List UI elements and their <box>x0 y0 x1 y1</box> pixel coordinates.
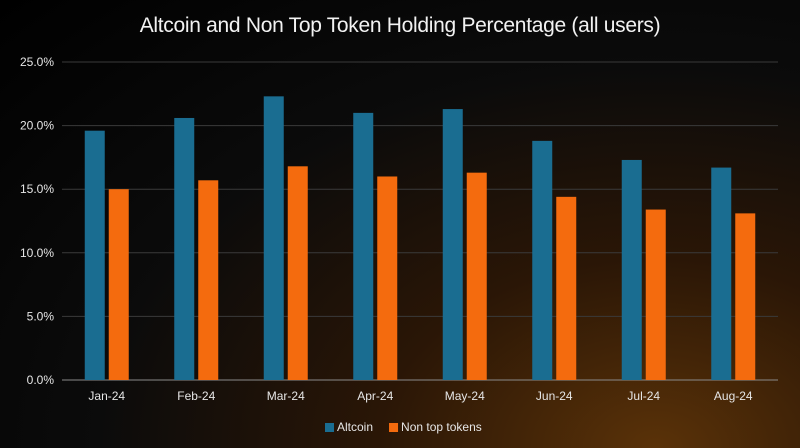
x-tick-label: Aug-24 <box>714 389 753 403</box>
x-tick-label: Mar-24 <box>267 389 305 403</box>
bar-non-top-tokens-jun-24 <box>556 196 577 380</box>
x-tick-label: Jun-24 <box>536 389 573 403</box>
bar-non-top-tokens-apr-24 <box>377 176 398 380</box>
chart-title: Altcoin and Non Top Token Holding Percen… <box>139 14 661 37</box>
bar-altcoin-jun-24 <box>532 140 553 380</box>
bar-non-top-tokens-mar-24 <box>287 166 308 380</box>
y-axis-ticks: 0.0% 5.0% 10.0% 15.0% 20.0% 25.0% <box>20 55 54 387</box>
y-tick-label: 5.0% <box>27 309 55 323</box>
bar-altcoin-apr-24 <box>353 112 374 380</box>
bar-altcoin-mar-24 <box>263 96 284 381</box>
legend-label: Altcoin <box>337 420 373 434</box>
bars <box>84 96 756 381</box>
bar-non-top-tokens-may-24 <box>466 172 487 380</box>
bar-altcoin-jan-24 <box>84 130 105 380</box>
y-tick-label: 10.0% <box>20 246 54 260</box>
legend-label: Non top tokens <box>401 420 482 434</box>
bar-altcoin-aug-24 <box>711 167 732 380</box>
bar-altcoin-may-24 <box>442 109 463 381</box>
gridlines <box>62 61 778 381</box>
y-tick-label: 0.0% <box>27 373 55 387</box>
bar-non-top-tokens-jul-24 <box>645 209 666 380</box>
x-tick-label: Apr-24 <box>357 389 393 403</box>
bar-altcoin-feb-24 <box>174 117 195 380</box>
x-tick-label: Feb-24 <box>177 389 215 403</box>
bar-altcoin-jul-24 <box>621 159 642 380</box>
legend: Altcoin Non top tokens <box>325 420 482 434</box>
bar-non-top-tokens-aug-24 <box>735 213 756 380</box>
y-tick-label: 20.0% <box>20 119 54 133</box>
x-tick-label: May-24 <box>445 389 485 403</box>
y-tick-label: 15.0% <box>20 182 54 196</box>
x-tick-label: Jul-24 <box>627 389 660 403</box>
legend-swatch-non-top-tokens <box>389 423 399 432</box>
bar-non-top-tokens-jan-24 <box>108 189 129 380</box>
y-tick-label: 25.0% <box>20 55 54 69</box>
bar-non-top-tokens-feb-24 <box>198 180 219 380</box>
x-tick-label: Jan-24 <box>88 389 125 403</box>
x-axis-ticks: Jan-24 Feb-24 Mar-24 Apr-24 May-24 Jun-24 Jul-… <box>88 389 753 403</box>
legend-swatch-altcoin <box>325 423 334 432</box>
